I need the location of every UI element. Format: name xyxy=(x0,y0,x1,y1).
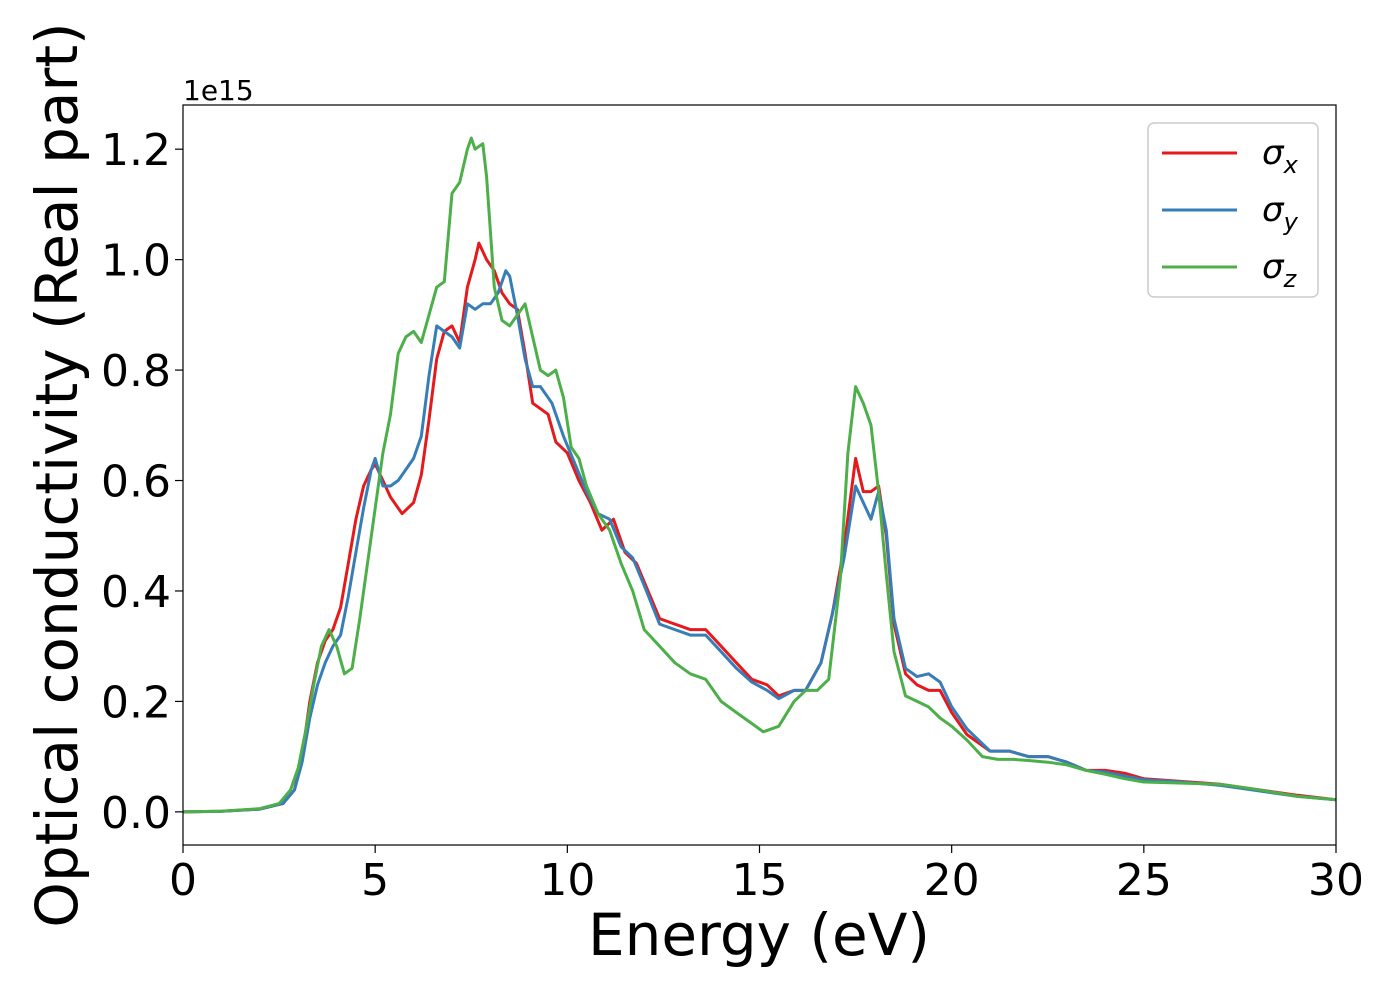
x-tick-label: 20 xyxy=(924,855,980,906)
y-tick-label: 0.6 xyxy=(101,457,171,508)
y-tick-label: 0.4 xyxy=(101,567,171,618)
x-tick-label: 0 xyxy=(169,855,197,906)
y-tick-label: 0.0 xyxy=(101,788,171,839)
x-tick-label: 5 xyxy=(361,855,389,906)
x-axis-title: Energy (eV) xyxy=(588,901,930,969)
y-axis-ticks: 0.0 0.2 0.4 0.6 0.8 1.0 1.2 xyxy=(101,125,183,839)
x-axis-ticks: 0 5 10 15 20 25 30 xyxy=(169,845,1364,906)
series-line-z xyxy=(182,136,1337,814)
y-tick-label: 0.2 xyxy=(101,677,171,728)
y-tick-label: 1.2 xyxy=(101,125,171,176)
y-offset-text: 1e15 xyxy=(183,74,254,107)
y-axis-title: Optical conductivity (Real part) xyxy=(23,22,91,927)
x-tick-label: 10 xyxy=(539,855,595,906)
plot-lines xyxy=(182,136,1337,814)
x-tick-label: 15 xyxy=(732,855,788,906)
y-tick-label: 1.0 xyxy=(101,236,171,287)
y-tick-label: 0.8 xyxy=(101,346,171,397)
series-line-y xyxy=(182,269,1337,814)
x-tick-label: 25 xyxy=(1116,855,1172,906)
x-tick-label: 30 xyxy=(1308,855,1364,906)
